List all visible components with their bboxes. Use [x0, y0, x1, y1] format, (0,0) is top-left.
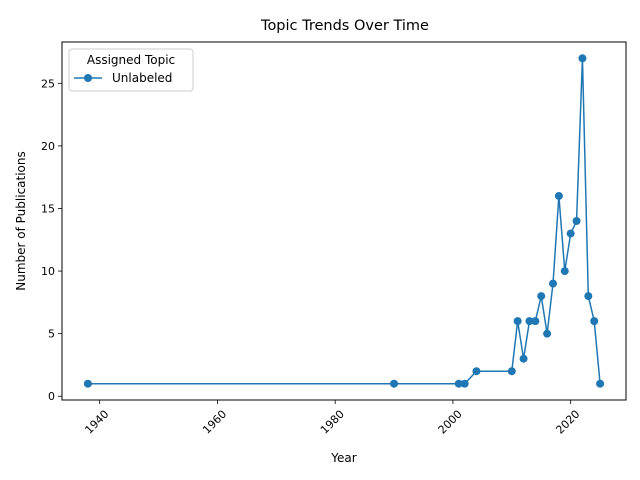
data-point	[513, 317, 522, 326]
legend-entry-label: Unlabeled	[112, 71, 172, 85]
x-axis: 1940 1960 1980 2000 2020	[82, 400, 582, 437]
x-tick-label: 1960	[200, 408, 229, 437]
y-tick-label: 20	[41, 140, 55, 153]
plot-area	[83, 54, 605, 388]
plot-frame	[61, 41, 627, 401]
data-point	[531, 317, 540, 326]
data-point	[390, 379, 399, 388]
x-tick-label: 2000	[436, 408, 465, 437]
data-point	[460, 379, 469, 388]
y-tick-label: 5	[48, 328, 55, 341]
y-tick-label: 10	[41, 265, 55, 278]
legend-title: Assigned Topic	[87, 53, 175, 67]
data-point	[560, 267, 569, 276]
y-tick-label: 25	[41, 77, 55, 90]
data-point	[543, 329, 552, 338]
legend-box	[68, 48, 194, 92]
legend-marker-swatch	[84, 74, 92, 82]
data-point	[554, 191, 563, 200]
legend: Assigned Topic Unlabeled	[68, 48, 194, 92]
data-point	[549, 279, 557, 288]
data-point	[590, 317, 599, 326]
data-point	[584, 292, 593, 301]
data-point	[454, 379, 463, 388]
series-line-0	[87, 57, 601, 385]
data-point	[596, 379, 605, 388]
chart-title: Topic Trends Over Time	[260, 18, 429, 34]
data-point	[519, 354, 528, 363]
y-axis: 0 5 10 15 20 25	[41, 77, 62, 403]
data-point	[83, 379, 92, 388]
data-point	[572, 217, 581, 225]
x-tick-label: 1940	[82, 408, 111, 437]
y-axis-label: Number of Publications	[14, 151, 28, 291]
y-tick-label: 0	[48, 390, 55, 403]
x-tick-label: 2020	[553, 408, 582, 437]
data-point	[566, 229, 575, 238]
y-tick-label: 15	[41, 202, 55, 215]
data-point	[472, 367, 481, 376]
data-point	[507, 367, 516, 376]
x-axis-label: Year	[330, 451, 356, 465]
data-point	[578, 54, 587, 63]
data-point	[537, 292, 546, 301]
x-tick-label: 1980	[318, 408, 347, 437]
data-point	[525, 317, 534, 326]
